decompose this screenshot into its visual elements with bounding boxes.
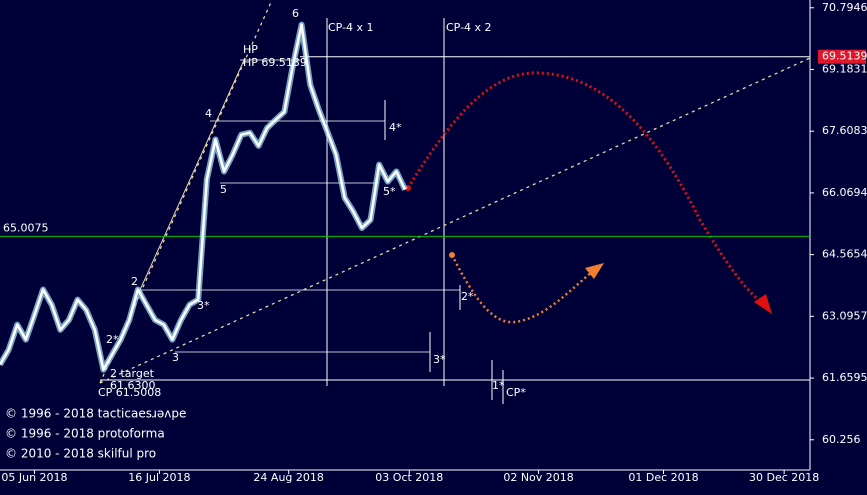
x-tick-label: 03 Oct 2018 <box>375 471 443 484</box>
annotation: 5 <box>220 183 227 196</box>
annotation: 2* <box>461 290 474 303</box>
copyright: © 2010 - 2018 skilful pro <box>5 447 156 461</box>
arrow-orange <box>585 263 604 279</box>
level-label: 65.0075 <box>3 221 49 234</box>
annotation: CP-4 x 1 <box>328 21 374 34</box>
annotation: 6 <box>292 7 299 20</box>
annotation: 4* <box>389 121 402 134</box>
annotation: 3 <box>172 351 179 364</box>
annotation: 1* <box>492 379 505 392</box>
annotation: 3* <box>433 353 446 366</box>
forecast-orange <box>450 254 593 324</box>
x-tick-label: 02 Nov 2018 <box>503 471 573 484</box>
level-label-box <box>818 49 866 64</box>
y-tick-label: 66.0694 <box>822 186 867 199</box>
annotation: 2 target <box>110 367 155 380</box>
annotation: CP* <box>506 386 526 399</box>
level-label: 69.5139 <box>822 50 867 63</box>
annotation: CP 61.5008 <box>98 386 161 399</box>
arrow-red <box>754 294 772 314</box>
copyright: © 1996 - 2018 tacticaesɹǝʌpe <box>5 407 186 421</box>
forecast-red <box>406 71 766 307</box>
forecast-orange-start <box>449 252 455 258</box>
annotation: CP-4 x 2 <box>446 21 492 34</box>
y-tick-label: 64.5654 <box>822 248 867 261</box>
y-tick-label: 67.6083 <box>822 124 867 137</box>
x-tick-label: 01 Dec 2018 <box>628 471 698 484</box>
annotation: HP <box>243 43 258 56</box>
y-tick-label: 60.256 <box>822 433 861 446</box>
x-tick-label: 16 Jul 2018 <box>128 471 190 484</box>
annotation: 61.6300 <box>110 379 156 392</box>
x-tick-label: 05 Jun 2018 <box>1 471 67 484</box>
x-tick-label: 30 Dec 2018 <box>749 471 819 484</box>
annotation: 5* <box>383 185 396 198</box>
annotation: HP 69.5139 <box>243 56 307 69</box>
y-tick-label: 61.6595 <box>822 371 867 384</box>
annotation: 3* <box>197 299 210 312</box>
annotation: 4 <box>205 107 212 120</box>
annotation: 2* <box>106 333 119 346</box>
y-tick-label: 69.1831 <box>822 62 867 75</box>
price-line <box>0 23 407 372</box>
trend-mid <box>139 57 246 291</box>
copyright: © 1996 - 2018 protoforma <box>5 427 165 441</box>
y-tick-label: 70.7946 <box>822 1 867 14</box>
x-tick-label: 24 Aug 2018 <box>253 471 323 484</box>
annotation: 2 <box>131 275 138 288</box>
y-tick-label: 63.0957 <box>822 309 867 322</box>
